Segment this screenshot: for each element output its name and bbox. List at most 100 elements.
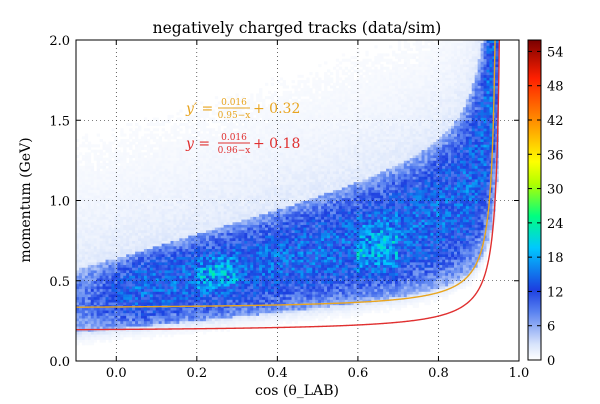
heatmap-cell (250, 216, 254, 220)
heatmap-cell (220, 251, 225, 255)
heatmap-cell (135, 184, 139, 188)
heatmap-cell (247, 219, 251, 223)
heatmap-cell (96, 334, 100, 338)
heatmap-cell (170, 264, 174, 268)
heatmap-cell (191, 203, 195, 207)
heatmap-cell (78, 291, 83, 295)
heatmap-cell (217, 163, 222, 167)
heatmap-cell (238, 203, 242, 207)
heatmap-cell (173, 320, 177, 324)
heatmap-cell (208, 254, 213, 258)
heatmap-cell (202, 320, 207, 324)
heatmap-cell (126, 152, 130, 156)
heatmap-cell (223, 216, 227, 220)
heatmap-cell (146, 294, 151, 298)
heatmap-cell (188, 245, 192, 249)
heatmap-cell (135, 136, 139, 140)
heatmap-cell (182, 141, 186, 145)
heatmap-cell (155, 243, 160, 247)
heatmap-cell (126, 320, 130, 324)
heatmap-cell (256, 168, 260, 172)
heatmap-cell (238, 291, 242, 295)
heatmap-cell (253, 120, 257, 124)
heatmap-cell (146, 211, 151, 215)
heatmap-cell (208, 117, 213, 121)
heatmap-cell (93, 189, 98, 193)
heatmap-cell (149, 307, 154, 311)
heatmap-cell (253, 173, 257, 177)
heatmap-cell (197, 318, 201, 322)
heatmap-cell (247, 243, 251, 247)
heatmap-cell (96, 254, 100, 258)
heatmap-cell (105, 336, 109, 340)
heatmap-cell (170, 232, 174, 236)
heatmap-cell (126, 227, 130, 231)
heatmap-cell (143, 219, 148, 223)
heatmap-cell (202, 318, 207, 322)
heatmap-cell (202, 221, 207, 225)
heatmap-cell (140, 272, 145, 276)
heatmap-cell (241, 192, 245, 196)
heatmap-cell (76, 256, 80, 260)
heatmap-cell (194, 243, 198, 247)
heatmap-cell (238, 299, 242, 303)
heatmap-cell (78, 323, 83, 327)
heatmap-cell (194, 302, 198, 306)
heatmap-cell (123, 157, 127, 161)
heatmap-cell (238, 195, 242, 199)
heatmap-cell (223, 221, 227, 225)
heatmap-cell (247, 157, 251, 161)
heatmap-cell (129, 197, 133, 201)
heatmap-cell (214, 136, 219, 140)
heatmap-cell (182, 294, 186, 298)
heatmap-cell (250, 267, 254, 271)
heatmap-cell (250, 205, 254, 209)
heatmap-cell (223, 240, 227, 244)
heatmap-cell (241, 323, 245, 327)
heatmap-cell (90, 221, 95, 225)
heatmap-cell (90, 171, 95, 175)
heatmap-cell (176, 203, 180, 207)
heatmap-cell (262, 171, 266, 175)
heatmap-cell (138, 302, 142, 306)
heatmap-cell (93, 229, 98, 233)
heatmap-cell (143, 328, 148, 332)
heatmap-cell (259, 152, 263, 156)
heatmap-cell (185, 232, 189, 236)
heatmap-cell (123, 171, 127, 175)
heatmap-cell (223, 286, 227, 290)
heatmap-cell (197, 147, 201, 151)
heatmap-cell (167, 283, 171, 287)
heatmap-cell (200, 213, 204, 217)
heatmap-cell (108, 147, 112, 151)
heatmap-cell (90, 275, 95, 279)
heatmap-cell (214, 294, 219, 298)
heatmap-cell (155, 296, 160, 300)
heatmap-cell (208, 270, 213, 274)
heatmap-cell (205, 323, 210, 327)
heatmap-cell (188, 251, 192, 255)
heatmap-cell (256, 259, 260, 263)
heatmap-cell (217, 326, 222, 330)
heatmap-cell (182, 264, 186, 268)
heatmap-cell (149, 184, 154, 188)
heatmap-cell (114, 197, 118, 201)
heatmap-cell (108, 152, 112, 156)
heatmap-cell (114, 192, 118, 196)
heatmap-cell (259, 112, 263, 116)
heatmap-cell (135, 312, 139, 316)
heatmap-cell (205, 147, 210, 151)
heatmap-cell (138, 283, 142, 287)
heatmap-cell (126, 264, 130, 268)
heatmap-cell (132, 296, 136, 300)
heatmap-cell (90, 192, 95, 196)
heatmap-cell (211, 112, 216, 116)
heatmap-cell (202, 299, 207, 303)
heatmap-cell (117, 189, 121, 193)
heatmap-cell (250, 157, 254, 161)
heatmap-cell (170, 272, 174, 276)
heatmap-cell (87, 184, 92, 188)
heatmap-cell (188, 138, 192, 142)
heatmap-cell (105, 267, 109, 271)
heatmap-cell (105, 259, 109, 263)
